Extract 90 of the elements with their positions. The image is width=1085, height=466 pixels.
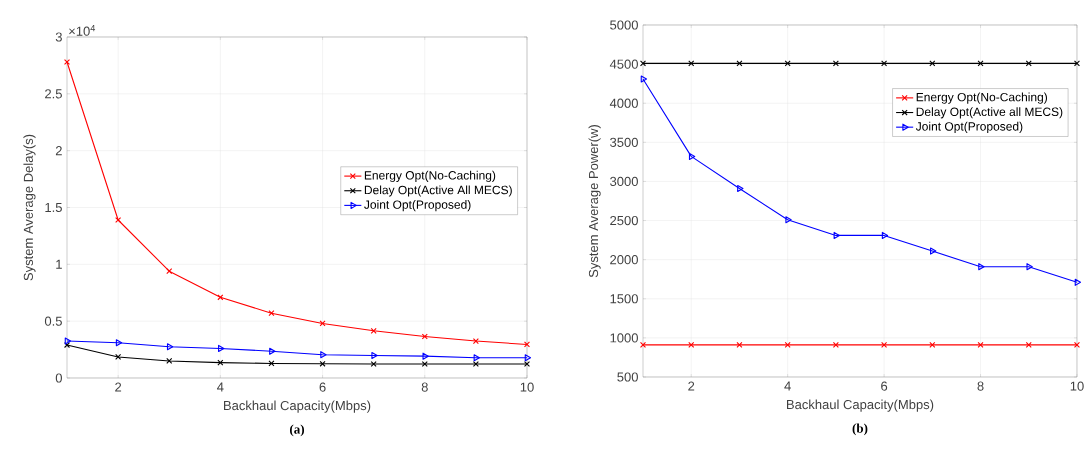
- y-tick-label: 500: [617, 372, 638, 382]
- x-tick-label: 4: [217, 382, 224, 392]
- point: [268, 310, 275, 317]
- point: [370, 327, 377, 334]
- legend-label: Delay Opt(Active all MECS): [916, 107, 1063, 119]
- point: [115, 339, 123, 347]
- text: (a): [290, 424, 305, 437]
- point: [736, 60, 743, 67]
- point: [166, 357, 173, 364]
- y-tick-label: 2000: [610, 255, 638, 265]
- point: [64, 337, 72, 345]
- point: [523, 341, 531, 348]
- point: [166, 268, 173, 275]
- point: [218, 344, 225, 353]
- y-axis-title: System Average Power(w): [588, 125, 601, 278]
- y-tick-label: 1: [56, 259, 62, 269]
- y-tick-label: 4500: [609, 59, 638, 69]
- point: [115, 216, 122, 224]
- point: [929, 341, 936, 348]
- point: [977, 341, 984, 348]
- point: [639, 341, 647, 348]
- point: [688, 60, 695, 67]
- point: [881, 60, 888, 67]
- x-axis-title: Backhaul Capacity(Mbps): [224, 400, 371, 413]
- point: [881, 231, 889, 239]
- point: [472, 360, 479, 368]
- y-tick-label: 4000: [609, 98, 638, 108]
- y-tick-label: 3: [55, 32, 62, 42]
- point: [639, 60, 647, 67]
- x-axis-title: Backhaul Capacity(Mbps): [787, 399, 934, 412]
- legend-label: Delay Opt(Active All MECS): [364, 185, 512, 197]
- point: [930, 247, 937, 255]
- text: ×10$^{4}$: [69, 25, 96, 36]
- y-tick-label: 0: [55, 373, 62, 383]
- y-axis-title: System Average Delay(s): [23, 134, 36, 281]
- legend-label: Energy Opt(No-Caching): [364, 170, 496, 182]
- y-tick-label: 3500: [610, 137, 638, 147]
- x-tick-label: 8: [421, 382, 428, 392]
- y-tick-label: 2.5: [45, 89, 62, 99]
- point: [688, 341, 695, 348]
- point: [688, 152, 696, 160]
- x-tick-label: 2: [115, 382, 122, 392]
- point: [473, 354, 480, 362]
- point: [269, 347, 276, 355]
- point: [833, 231, 840, 239]
- point: [640, 75, 648, 83]
- point: [1073, 60, 1080, 67]
- x-tick-label: 8: [977, 381, 984, 391]
- y-tick-label: 2500: [610, 215, 638, 226]
- point: [421, 333, 428, 340]
- y-tick-label: 0.5: [44, 316, 62, 326]
- y-tick-label: 3000: [610, 176, 638, 187]
- point: [1026, 263, 1033, 271]
- point: [737, 184, 744, 193]
- text: (b): [852, 423, 868, 436]
- y-tick-label: 5000: [610, 20, 638, 30]
- point: [1025, 60, 1032, 67]
- point: [1074, 278, 1082, 286]
- y-tick-label: 1000: [610, 333, 638, 343]
- legend-label: Joint Opt(Proposed): [915, 121, 1023, 134]
- x-tick-label: 10: [1070, 381, 1084, 391]
- x-tick-label: 6: [881, 381, 888, 391]
- y-tick-label: 1.5: [45, 202, 62, 213]
- point: [784, 341, 791, 348]
- point: [217, 294, 224, 301]
- point: [736, 341, 743, 348]
- y-tick-label: 1500: [610, 294, 638, 304]
- point: [524, 354, 532, 362]
- point: [978, 263, 985, 271]
- point: [1025, 341, 1032, 348]
- legend-label: Energy Opt(No-Caching): [916, 92, 1047, 104]
- x-tick-label: 6: [319, 382, 326, 392]
- point: [320, 351, 327, 359]
- legend-label: Joint Opt(Proposed): [364, 200, 471, 212]
- point: [319, 360, 326, 367]
- point: [115, 353, 122, 360]
- x-tick-label: 2: [688, 381, 695, 391]
- point: [472, 338, 479, 345]
- point: [977, 60, 984, 67]
- point: [785, 216, 792, 224]
- point: [421, 360, 428, 368]
- y-tick-label: 2: [55, 146, 62, 156]
- point: [422, 352, 429, 360]
- point: [166, 343, 174, 351]
- point: [832, 60, 839, 67]
- point: [1073, 341, 1080, 348]
- point: [371, 351, 378, 360]
- point: [370, 360, 377, 368]
- x-tick-label: 10: [520, 382, 534, 392]
- x-tick-label: 4: [784, 381, 791, 391]
